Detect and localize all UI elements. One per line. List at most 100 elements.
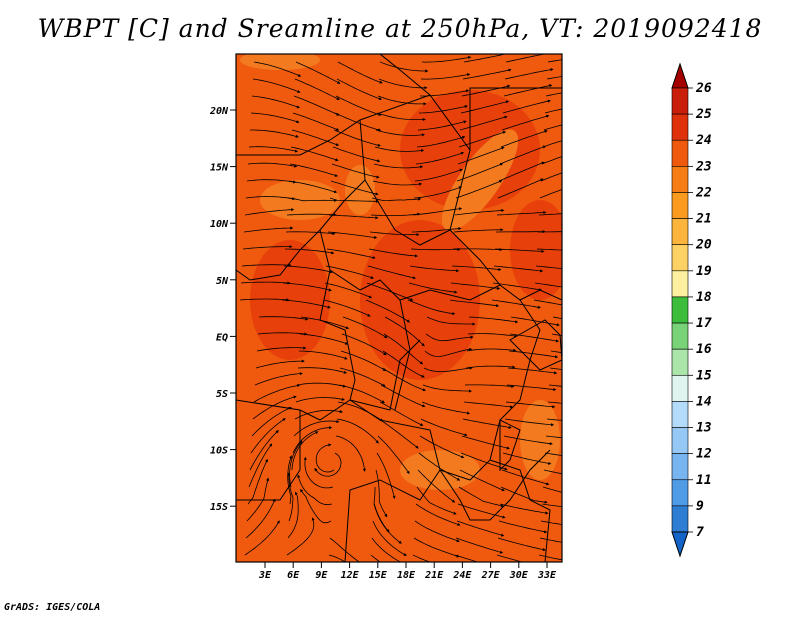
streamline [325, 265, 375, 279]
streamline [547, 59, 562, 63]
streamline [383, 333, 424, 365]
streamline [370, 212, 421, 217]
colorbar-label: 18 [696, 290, 712, 305]
colorbar-segment [671, 479, 689, 507]
streamline [536, 248, 562, 251]
streamline [339, 367, 386, 387]
streamline [244, 520, 280, 556]
streamline [290, 146, 339, 162]
lon-label: 27E [481, 570, 501, 581]
streamline [492, 282, 543, 292]
streamline [257, 332, 308, 336]
streamline [497, 178, 544, 199]
streamline [373, 503, 402, 544]
streamline [338, 384, 386, 403]
colorbar-segment [671, 87, 689, 115]
streamline [548, 384, 562, 387]
streamline [502, 99, 551, 114]
streamline [299, 333, 349, 345]
streamline [374, 146, 425, 153]
streamline [549, 367, 562, 370]
streamline [546, 76, 562, 80]
colorbar-segment [671, 348, 689, 376]
streamline [315, 443, 335, 473]
streamline [456, 163, 504, 182]
colorbar-label: 17 [696, 316, 712, 331]
lon-label: 12E [341, 570, 360, 581]
streamline [461, 435, 510, 450]
streamline [417, 120, 467, 131]
streamline [379, 61, 429, 73]
streamline [411, 227, 462, 233]
lon-label: 15E [369, 570, 388, 581]
streamline [494, 248, 545, 253]
colorbar-label: 12 [696, 447, 712, 462]
streamline [286, 213, 337, 217]
streamline [324, 282, 373, 299]
colorbar-segment [671, 113, 689, 141]
streamline [491, 299, 541, 309]
streamline [289, 440, 303, 488]
streamline [409, 265, 460, 273]
streamline [458, 486, 505, 508]
streamline [372, 180, 423, 186]
streamline [291, 431, 319, 471]
streamline [414, 520, 460, 543]
streamline [284, 248, 335, 255]
streamline [254, 372, 303, 386]
colorbar-label: 26 [695, 81, 712, 96]
streamline [300, 316, 350, 330]
streamline [340, 350, 387, 371]
colorbar-segment [671, 270, 689, 298]
streamline [373, 163, 424, 169]
colorbar-segment [671, 322, 689, 350]
streamline [452, 248, 503, 252]
colorbar-segment [671, 374, 689, 402]
streamline [456, 520, 505, 537]
streamline [541, 156, 562, 165]
streamline [252, 78, 301, 93]
lon-label: 6E [287, 570, 300, 581]
streamline [496, 210, 547, 216]
colorbar-label: 21 [695, 212, 712, 227]
streamline [498, 520, 548, 534]
colorbar-label: 13 [696, 421, 712, 436]
streamline [449, 299, 500, 308]
streamline [451, 265, 502, 272]
lat-label: 15N [210, 163, 229, 174]
streamline [377, 95, 427, 106]
streamline [497, 537, 547, 552]
streamline [335, 95, 382, 116]
streamline [539, 537, 562, 543]
streamline [504, 68, 554, 80]
streamline [287, 197, 338, 202]
streamline [454, 208, 505, 216]
lat-label: EQ [216, 332, 228, 343]
streamline [505, 54, 555, 63]
streamline [251, 407, 292, 437]
streamline [247, 458, 268, 505]
streamline [459, 469, 505, 492]
streamline [453, 228, 504, 233]
streamline [417, 469, 456, 503]
streamline [287, 472, 294, 522]
streamline [253, 384, 301, 403]
streamline [295, 61, 341, 84]
wbpt-field [236, 54, 562, 562]
streamline [545, 92, 562, 97]
colorbar-label: 23 [695, 159, 712, 174]
streamline [455, 537, 504, 554]
colorbar-label: 15 [696, 368, 712, 383]
streamline [535, 265, 562, 270]
streamline [423, 366, 473, 373]
streamline [287, 491, 299, 539]
lon-label: 18E [397, 570, 416, 581]
streamline [457, 503, 506, 519]
streamline [510, 316, 560, 327]
streamline [376, 112, 426, 122]
streamline [292, 426, 333, 454]
streamline [369, 231, 420, 237]
streamline [378, 418, 419, 449]
streamline [323, 299, 371, 317]
streamline [329, 197, 380, 203]
